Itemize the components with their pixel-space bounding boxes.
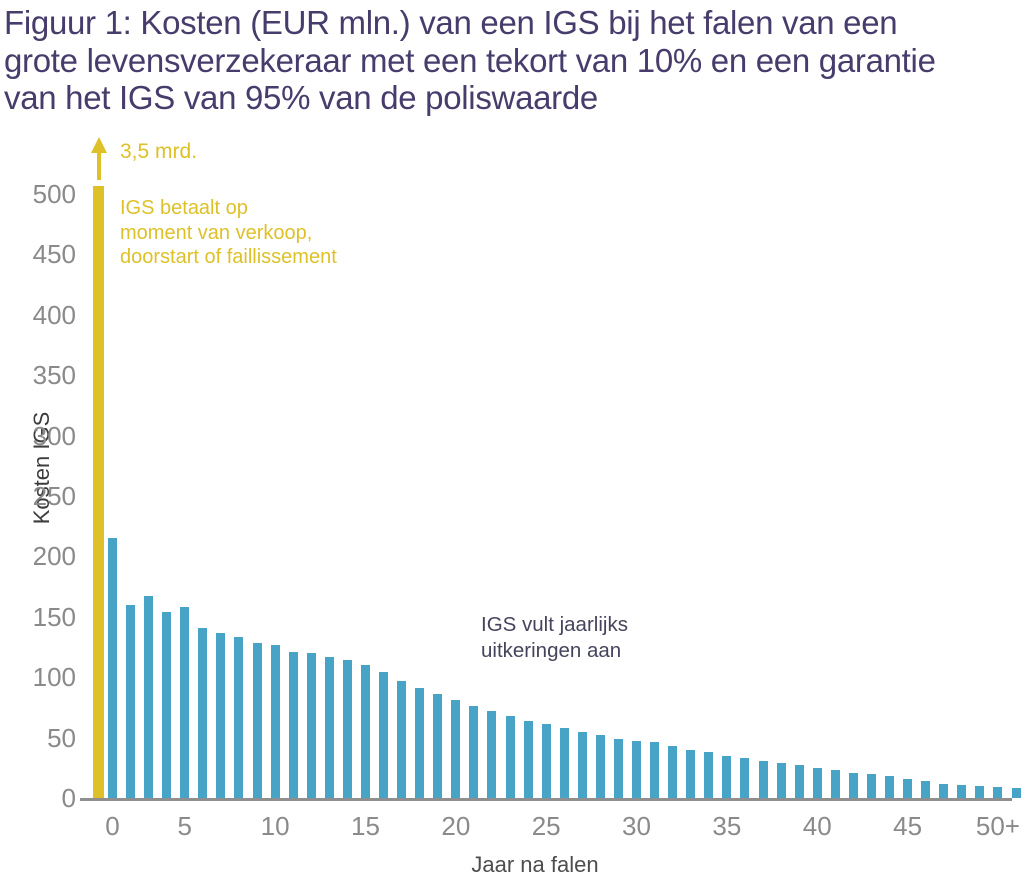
bar-year-28 xyxy=(595,735,605,798)
y-axis-tick-label: 500 xyxy=(32,179,76,209)
bar-year-18 xyxy=(415,688,425,798)
figure-title: Figuur 1: Kosten (EUR mln.) van een IGS … xyxy=(4,4,936,116)
bar-year-22 xyxy=(487,711,497,798)
x-axis-tick-label: 0 xyxy=(105,811,120,841)
y-axis-tick-label: 100 xyxy=(32,662,76,693)
bar-year-33 xyxy=(686,749,696,798)
bar-year-48 xyxy=(957,784,967,798)
bar-year-4 xyxy=(162,611,172,798)
bar-year-29 xyxy=(613,738,623,798)
bar-year-6 xyxy=(198,627,208,798)
x-axis-tick-label: 20 xyxy=(441,811,471,841)
bar-year-32 xyxy=(668,746,678,798)
annual-topup-note: IGS vult jaarlijks uitkeringen aan xyxy=(481,613,628,662)
x-axis-tick-label: 30 xyxy=(622,811,651,841)
bar-year-26 xyxy=(559,727,569,798)
bar-year-44 xyxy=(885,776,894,798)
bar-year-37 xyxy=(758,760,768,798)
y-axis-tick-label: 0 xyxy=(61,783,76,813)
bar-year-49 xyxy=(975,785,985,798)
bar-year-3 xyxy=(144,596,154,798)
x-axis-tick-label: 45 xyxy=(893,811,923,841)
x-axis-tick-label: 35 xyxy=(712,811,742,841)
bar-year-46 xyxy=(921,781,931,798)
y-axis-tick-label: 350 xyxy=(32,360,76,391)
bar-year-24 xyxy=(523,720,533,798)
bar-year-42 xyxy=(848,772,858,798)
bar-year-15 xyxy=(360,665,370,798)
x-axis-tick-label: 50+ xyxy=(975,811,1020,841)
bar-year-19 xyxy=(433,694,443,798)
bar-year-25 xyxy=(541,724,551,798)
bar-year-31 xyxy=(650,742,660,798)
y-axis-tick-label: 200 xyxy=(32,541,76,572)
bar-year-9 xyxy=(252,643,262,798)
plot-area: Kosten IGS 3,5 mrd. IGS betaalt op momen… xyxy=(29,137,1024,877)
bar-year-17 xyxy=(397,680,407,798)
y-axis-tick-label: 450 xyxy=(32,239,76,270)
bar-year-43 xyxy=(866,773,876,798)
bar-year-23 xyxy=(505,715,515,798)
bar-year-36 xyxy=(740,758,750,798)
bar-year-13 xyxy=(324,656,334,798)
bar-year-27 xyxy=(577,731,587,798)
arrow-up-stem xyxy=(97,152,101,180)
x-axis-tick-label: 40 xyxy=(802,811,832,841)
peak-value-label: 3,5 mrd. xyxy=(120,140,198,163)
bar-year-30 xyxy=(632,741,642,798)
bar-year-5 xyxy=(180,607,190,798)
bar-immediate-payout xyxy=(93,186,104,798)
bar-year-21 xyxy=(469,706,479,798)
bar-year-45 xyxy=(903,778,913,798)
bar-year-11 xyxy=(288,651,298,798)
bar-year-8 xyxy=(234,637,244,798)
bar-year-40 xyxy=(812,767,822,798)
y-axis-tick-label: 400 xyxy=(32,299,76,330)
bar-year-39 xyxy=(794,765,804,798)
arrow-up-icon xyxy=(91,137,107,153)
x-axis-tick-label: 15 xyxy=(351,811,380,841)
bar-year-41 xyxy=(830,770,840,798)
bar-year-7 xyxy=(216,632,226,798)
x-axis-tick-label: 25 xyxy=(531,811,561,841)
bar-year-34 xyxy=(704,752,714,798)
y-axis-tick-label: 300 xyxy=(32,420,76,451)
bar-year-47 xyxy=(939,783,949,798)
bar-year-14 xyxy=(342,660,352,798)
y-axis-tick-label: 150 xyxy=(32,601,76,632)
bar-year-12 xyxy=(306,653,316,798)
bar-year-50 xyxy=(993,787,1003,798)
x-axis-tick-label: 10 xyxy=(260,811,290,841)
bar-year-16 xyxy=(379,672,389,798)
bar-year-10 xyxy=(270,644,280,798)
bar-year-2 xyxy=(126,604,136,798)
bar-year-35 xyxy=(722,755,732,798)
immediate-payout-note: IGS betaalt op moment van verkoop, doors… xyxy=(120,197,337,268)
x-axis-tick-label: 5 xyxy=(177,811,192,841)
bar-year-1 xyxy=(108,538,117,798)
bar-year-20 xyxy=(451,700,461,798)
y-axis-tick-label: 50 xyxy=(47,722,76,753)
x-axis-title: Jaar na falen xyxy=(471,852,599,877)
bar-year-51 xyxy=(1011,788,1021,798)
bar-year-38 xyxy=(776,762,786,798)
x-axis-line xyxy=(80,798,1012,801)
y-axis-tick-label: 250 xyxy=(32,481,76,511)
